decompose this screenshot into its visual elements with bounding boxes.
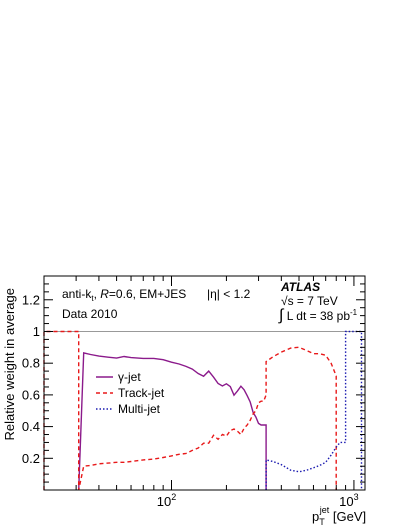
x-tick-label: 103 [339, 492, 358, 509]
y-tick-label: 0.8 [22, 356, 40, 371]
luminosity-label: ∫ L dt = 38 pb-1 [278, 307, 358, 324]
jet-algorithm-label: anti-kt, R=0.6, EM+JES [62, 287, 186, 303]
legend-label-0: γ-jet [118, 370, 141, 384]
data-label: Data 2010 [62, 307, 118, 321]
series-line-1 [43, 330, 337, 491]
y-tick-label: 0.2 [22, 451, 40, 466]
y-tick-label: 1 [33, 324, 40, 339]
axes-layer: 0.2 0.4 0.6 0.8 1 1.2 102 103 Relative weight in… [2, 276, 366, 527]
legend: γ-jet Track-jet Multi-jet [96, 370, 165, 416]
energy-label: √s = 7 TeV [281, 294, 338, 308]
eta-cut-label: |η| < 1.2 [207, 287, 251, 301]
y-tick-label: 1.2 [22, 292, 40, 307]
y-axis-title: Relative weight in average [2, 288, 17, 440]
x-axis-title: pTjet [GeV] [312, 505, 366, 527]
x-tick-label: 102 [157, 492, 176, 509]
plot-frame [43, 275, 366, 491]
series-line-2 [265, 330, 363, 490]
legend-label-1: Track-jet [118, 386, 165, 400]
annotations: anti-kt, R=0.6, EM+JES |η| < 1.2 Data 2010… [62, 280, 358, 324]
legend-label-2: Multi-jet [118, 402, 161, 416]
experiment-label: ATLAS [280, 280, 320, 294]
y-tick-label: 0.6 [22, 387, 40, 402]
series-layer [43, 330, 363, 491]
series-line-0 [78, 352, 267, 491]
y-tick-label: 0.4 [22, 419, 40, 434]
